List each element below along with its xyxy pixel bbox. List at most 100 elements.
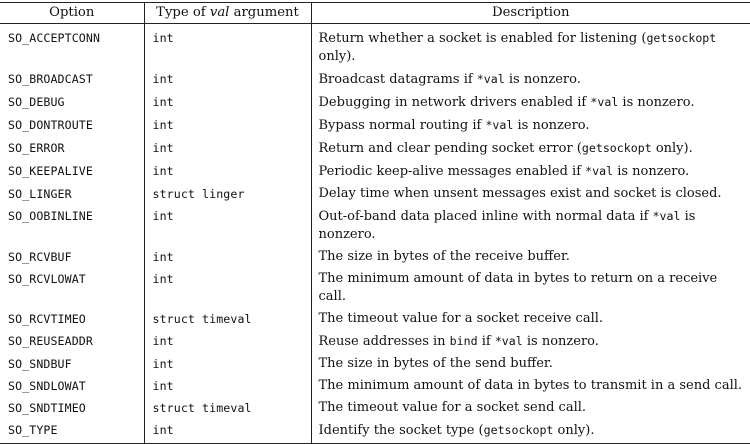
option-description: Reuse addresses in bind if *val is nonze…: [310, 332, 750, 355]
argument-type: int: [143, 207, 311, 248]
argument-type: int: [143, 270, 311, 310]
description-text: is nonzero.: [504, 72, 581, 87]
argument-type: int: [143, 139, 311, 162]
description-text: Broadcast datagrams if: [318, 72, 477, 87]
option-description: Periodic keep-alive messages enabled if …: [310, 162, 750, 185]
description-text: Return whether a socket is enabled for l…: [318, 31, 647, 46]
description-text: is nonzero.: [522, 334, 599, 349]
description-code: *val: [476, 72, 505, 86]
option-name: SO_SNDBUF: [8, 357, 72, 371]
option-description: Debugging in network drivers enabled if …: [310, 93, 750, 116]
description-text: The timeout value for a socket receive c…: [318, 311, 604, 326]
description-text: Periodic keep-alive messages enabled if: [318, 164, 586, 179]
table-row: SO_RCVBUF int The size in bytes of the rec…: [0, 248, 750, 270]
description-code: *val: [494, 334, 523, 348]
option-description: Return and clear pending socket error (g…: [310, 139, 750, 162]
option-description: Delay time when unsent messages exist an…: [310, 185, 750, 207]
description-code: getsockopt: [581, 141, 652, 155]
description-code: getsockopt: [646, 31, 717, 45]
table-row: SO_BROADCAST int Broadcast datagrams if *v…: [0, 70, 750, 93]
argument-type: int: [143, 70, 311, 93]
option-name: SO_ACCEPTCONN: [8, 31, 101, 45]
argument-type: struct timeval: [143, 310, 311, 332]
description-text: if: [477, 334, 495, 349]
option-name: SO_RCVLOWAT: [8, 272, 86, 286]
description-code: *val: [485, 118, 514, 132]
description-code: getsockopt: [483, 423, 554, 437]
header-description: Description: [310, 2, 750, 24]
option-name: SO_LINGER: [8, 187, 72, 201]
description-text: Reuse addresses in: [318, 334, 450, 349]
table-row: SO_LINGER struct linger Delay time when un…: [0, 185, 750, 207]
option-description: Out-of-band data placed inline with norm…: [310, 207, 750, 248]
description-text: Identify the socket type (: [318, 423, 484, 438]
description-text: Out-of-band data placed inline with norm…: [318, 209, 653, 224]
description-text: is nonzero.: [613, 164, 690, 179]
option-description: The size in bytes of the send buffer.: [310, 355, 750, 377]
option-name: SO_TYPE: [0, 421, 144, 444]
option-name: SO_RCVBUF: [8, 250, 72, 264]
description-text: Delay time when unsent messages exist an…: [318, 186, 722, 201]
option-description: The minimum amount of data in bytes to t…: [310, 377, 750, 399]
table-row: SO_DEBUG int Debugging in network drivers …: [0, 93, 750, 116]
option-name: SO_REUSEADDR: [8, 334, 93, 348]
description-text: The minimum amount of data in bytes to r…: [318, 271, 718, 304]
description-text: is nonzero.: [318, 209, 696, 242]
option-description: Identify the socket type (getsockopt onl…: [310, 421, 750, 444]
description-text: only).: [318, 49, 368, 64]
option-name: SO_RCVTIMEO: [8, 312, 86, 326]
option-name: SO_KEEPALIVE: [8, 164, 93, 178]
argument-type: int: [143, 23, 311, 70]
description-code: *val: [590, 95, 619, 109]
argument-type: int: [143, 377, 311, 399]
argument-type: struct linger: [143, 185, 311, 207]
argument-type: int: [143, 248, 311, 270]
description-text: Bypass normal routing if: [318, 118, 486, 133]
header-row: Option Type of val argument Description: [0, 2, 750, 24]
table-row: SO_ERROR int Return and clear pending sock…: [0, 139, 750, 162]
option-name: SO_ERROR: [8, 141, 65, 155]
header-type-italic: val: [209, 5, 230, 20]
table-row: SO_RCVLOWAT int The minimum amount of data…: [0, 270, 750, 310]
header-type-suffix: argument: [229, 5, 299, 20]
option-description: Bypass normal routing if *val is nonzero…: [310, 116, 750, 139]
table-row: SO_ACCEPTCONN int Return whether a socket …: [0, 23, 750, 70]
description-text: only).: [553, 423, 595, 438]
table-row: SO_SNDTIMEO struct timeval The timeout val…: [0, 399, 750, 421]
option-name: SO_SNDLOWAT: [8, 379, 86, 393]
option-name: SO_OOBINLINE: [8, 209, 93, 223]
description-text: Debugging in network drivers enabled if: [318, 95, 591, 110]
option-description: The timeout value for a socket receive c…: [310, 310, 750, 332]
description-text: The size in bytes of the send buffer.: [318, 356, 553, 371]
option-description: The size in bytes of the receive buffer.: [310, 248, 750, 270]
description-code: bind: [449, 334, 478, 348]
table-row: SO_DONTROUTE int Bypass normal routing if …: [0, 116, 750, 139]
description-text: only).: [651, 141, 693, 156]
header-option: Option: [0, 2, 144, 24]
table-body: SO_ACCEPTCONN int Return whether a socket …: [0, 23, 750, 444]
description-text: is nonzero.: [618, 95, 695, 110]
description-text: is nonzero.: [513, 118, 590, 133]
table-row: SO_REUSEADDR int Reuse addresses in bind i…: [0, 332, 750, 355]
description-text: Return and clear pending socket error (: [318, 141, 582, 156]
argument-type: int: [143, 332, 311, 355]
option-name: SO_DEBUG: [8, 95, 65, 109]
option-description: The minimum amount of data in bytes to r…: [310, 270, 750, 310]
table-row: SO_OOBINLINE int Out-of-band data placed i…: [0, 207, 750, 248]
table-row: SO_SNDBUF int The size in bytes of the sen…: [0, 355, 750, 377]
argument-type: int: [143, 162, 311, 185]
description-text: The timeout value for a socket send call…: [318, 400, 587, 415]
argument-type: int: [143, 93, 311, 116]
description-code: *val: [652, 209, 681, 223]
table-row: SO_RCVTIMEO struct timeval The timeout val…: [0, 310, 750, 332]
table-header: Option Type of val argument Description: [0, 2, 750, 24]
option-name: SO_SNDTIMEO: [8, 401, 86, 415]
table-row: SO_KEEPALIVE int Periodic keep-alive messa…: [0, 162, 750, 185]
argument-type: struct timeval: [143, 399, 311, 421]
description-code: *val: [585, 164, 614, 178]
argument-type: int: [143, 355, 311, 377]
option-description: Return whether a socket is enabled for l…: [310, 23, 750, 70]
table-row: SO_SNDLOWAT int The minimum amount of data…: [0, 377, 750, 399]
